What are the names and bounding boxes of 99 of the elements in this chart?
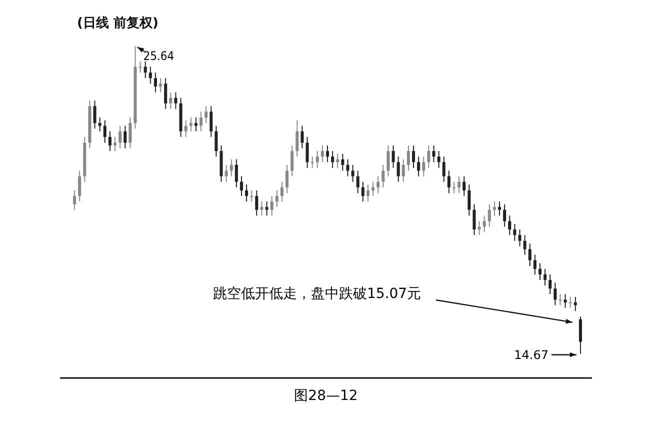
candlestick (275, 190, 278, 208)
candlestick (260, 201, 264, 216)
candlestick (270, 195, 274, 216)
candlestick (300, 125, 304, 149)
candlestick (447, 170, 450, 194)
candlestick (234, 158, 238, 188)
candlestick (513, 223, 516, 242)
candlestick (442, 156, 446, 182)
candlestick (528, 243, 532, 267)
candlestick (518, 228, 522, 247)
candlestick (412, 145, 416, 168)
candlestick (204, 106, 208, 124)
candlestick (508, 215, 512, 236)
candlestick (310, 156, 314, 168)
candlestick (108, 130, 112, 152)
chart-title: (日线 前复权) (77, 16, 158, 31)
candlestick (427, 145, 430, 168)
candlestick (578, 316, 582, 354)
candlestick (488, 204, 491, 228)
candlestick (154, 72, 157, 93)
candlestick (523, 234, 526, 256)
candlestick (169, 92, 172, 110)
candlestick (78, 170, 82, 202)
candlestick (118, 125, 122, 149)
candlestick (437, 150, 440, 168)
candlestick (392, 145, 395, 168)
candlestick (214, 125, 218, 158)
candlestick (568, 296, 572, 308)
candlestick (184, 120, 188, 138)
candlestick (346, 158, 350, 177)
candlestick (138, 60, 142, 74)
candlestick (372, 181, 375, 196)
candlestick (144, 60, 147, 79)
candlestick (148, 66, 152, 84)
candlestick (174, 92, 178, 110)
candlestick (240, 176, 244, 196)
candlestick (306, 136, 309, 168)
annotation: 25.64 (143, 49, 174, 64)
candlestick (210, 106, 213, 138)
annotation: 跳空低开低走，盘中跌破15.07元 (213, 286, 422, 302)
candlestick (376, 176, 380, 194)
candlestick (326, 145, 330, 163)
candlestick (103, 120, 106, 144)
candlestick (432, 145, 436, 163)
candlestick (462, 176, 466, 196)
candlestick (98, 117, 102, 132)
candlestick (93, 100, 96, 130)
candlestick (331, 150, 334, 168)
candlestick (189, 117, 192, 132)
candlestick (492, 201, 496, 216)
candlestick (124, 125, 127, 149)
candlestick (320, 145, 324, 163)
candlestick (396, 156, 400, 182)
candlestick (351, 164, 354, 182)
candlestick (194, 117, 198, 132)
candlestick (478, 220, 481, 236)
candlestick (533, 254, 536, 275)
candlestick (452, 181, 456, 194)
candlestick (382, 164, 385, 188)
candlestick (290, 145, 294, 177)
candlestick (472, 204, 476, 236)
candlestick (538, 262, 542, 280)
candlestick (386, 145, 390, 177)
candlestick (224, 164, 228, 182)
candlestick (356, 170, 360, 194)
candlestick (316, 150, 319, 168)
candlestick (558, 294, 562, 306)
candlestick (468, 184, 471, 216)
candlestick (113, 136, 117, 152)
candlestick (159, 78, 162, 93)
candlestick (286, 164, 289, 194)
candlestick (255, 190, 258, 216)
candlestick (422, 156, 426, 177)
candlestick (230, 158, 233, 177)
candlestick (402, 158, 405, 182)
candlestick (458, 176, 461, 194)
candlestick (564, 294, 567, 308)
candlestick (361, 181, 364, 202)
candlestick (548, 274, 552, 295)
candlestick (245, 184, 248, 202)
candlestick (482, 215, 486, 233)
candlestick (498, 201, 502, 216)
candlestick (128, 117, 132, 149)
candlestick (417, 156, 420, 177)
candlestick (341, 153, 344, 172)
candlestick (199, 111, 203, 132)
candlestick (296, 120, 299, 158)
caption: 图28—12 (294, 388, 358, 404)
candlestick (544, 268, 547, 286)
annotation: 14.67 (514, 348, 548, 362)
candlestick (554, 282, 557, 306)
candlestick (265, 201, 268, 216)
candlestick (366, 184, 370, 202)
candlestick (73, 190, 76, 210)
candlestick (250, 190, 254, 202)
candlestick (280, 181, 284, 202)
candlestick (503, 204, 506, 228)
candlestick (406, 145, 410, 172)
candlestick (164, 78, 168, 110)
